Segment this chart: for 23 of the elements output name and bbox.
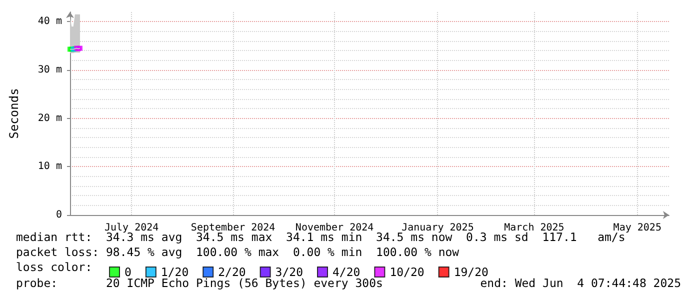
text: loss color:: [16, 260, 92, 274]
legend-label: 0: [124, 265, 132, 279]
text: packet loss: 98.45 % avg 100.00 % max 0.00 % min 100.00 % now: [16, 245, 460, 259]
x-tick-label: November 2024: [295, 222, 374, 234]
y-tick-label: 10 m: [38, 161, 62, 172]
legend-label: 19/20: [454, 265, 489, 279]
y-tick-label: 20 m: [38, 112, 62, 124]
y-tick-label: 30 m: [38, 64, 62, 76]
legend-label: 4/20: [332, 265, 360, 279]
x-tick-label: March 2025: [504, 222, 564, 234]
x-tick-label: January 2025: [402, 222, 474, 234]
text: probe: 20 ICMP Echo Pings (56 Bytes) every 300s: [16, 276, 383, 290]
legend-label: 10/20: [390, 265, 424, 279]
legend-label: 1/20: [160, 265, 189, 279]
y-tick-label: 40 m: [38, 16, 62, 28]
y-tick-label: 0: [56, 210, 62, 220]
x-tick-label: July 2024: [104, 222, 159, 234]
x-tick-label: September 2024: [190, 222, 276, 234]
text: end: Wed Jun 4 07:44:48 2025: [480, 276, 682, 290]
legend-label: 2/20: [218, 265, 246, 279]
y-axis-title: Seconds: [7, 88, 21, 139]
x-tick-label: May 2025: [613, 222, 662, 234]
legend-label: 3/20: [275, 265, 304, 279]
